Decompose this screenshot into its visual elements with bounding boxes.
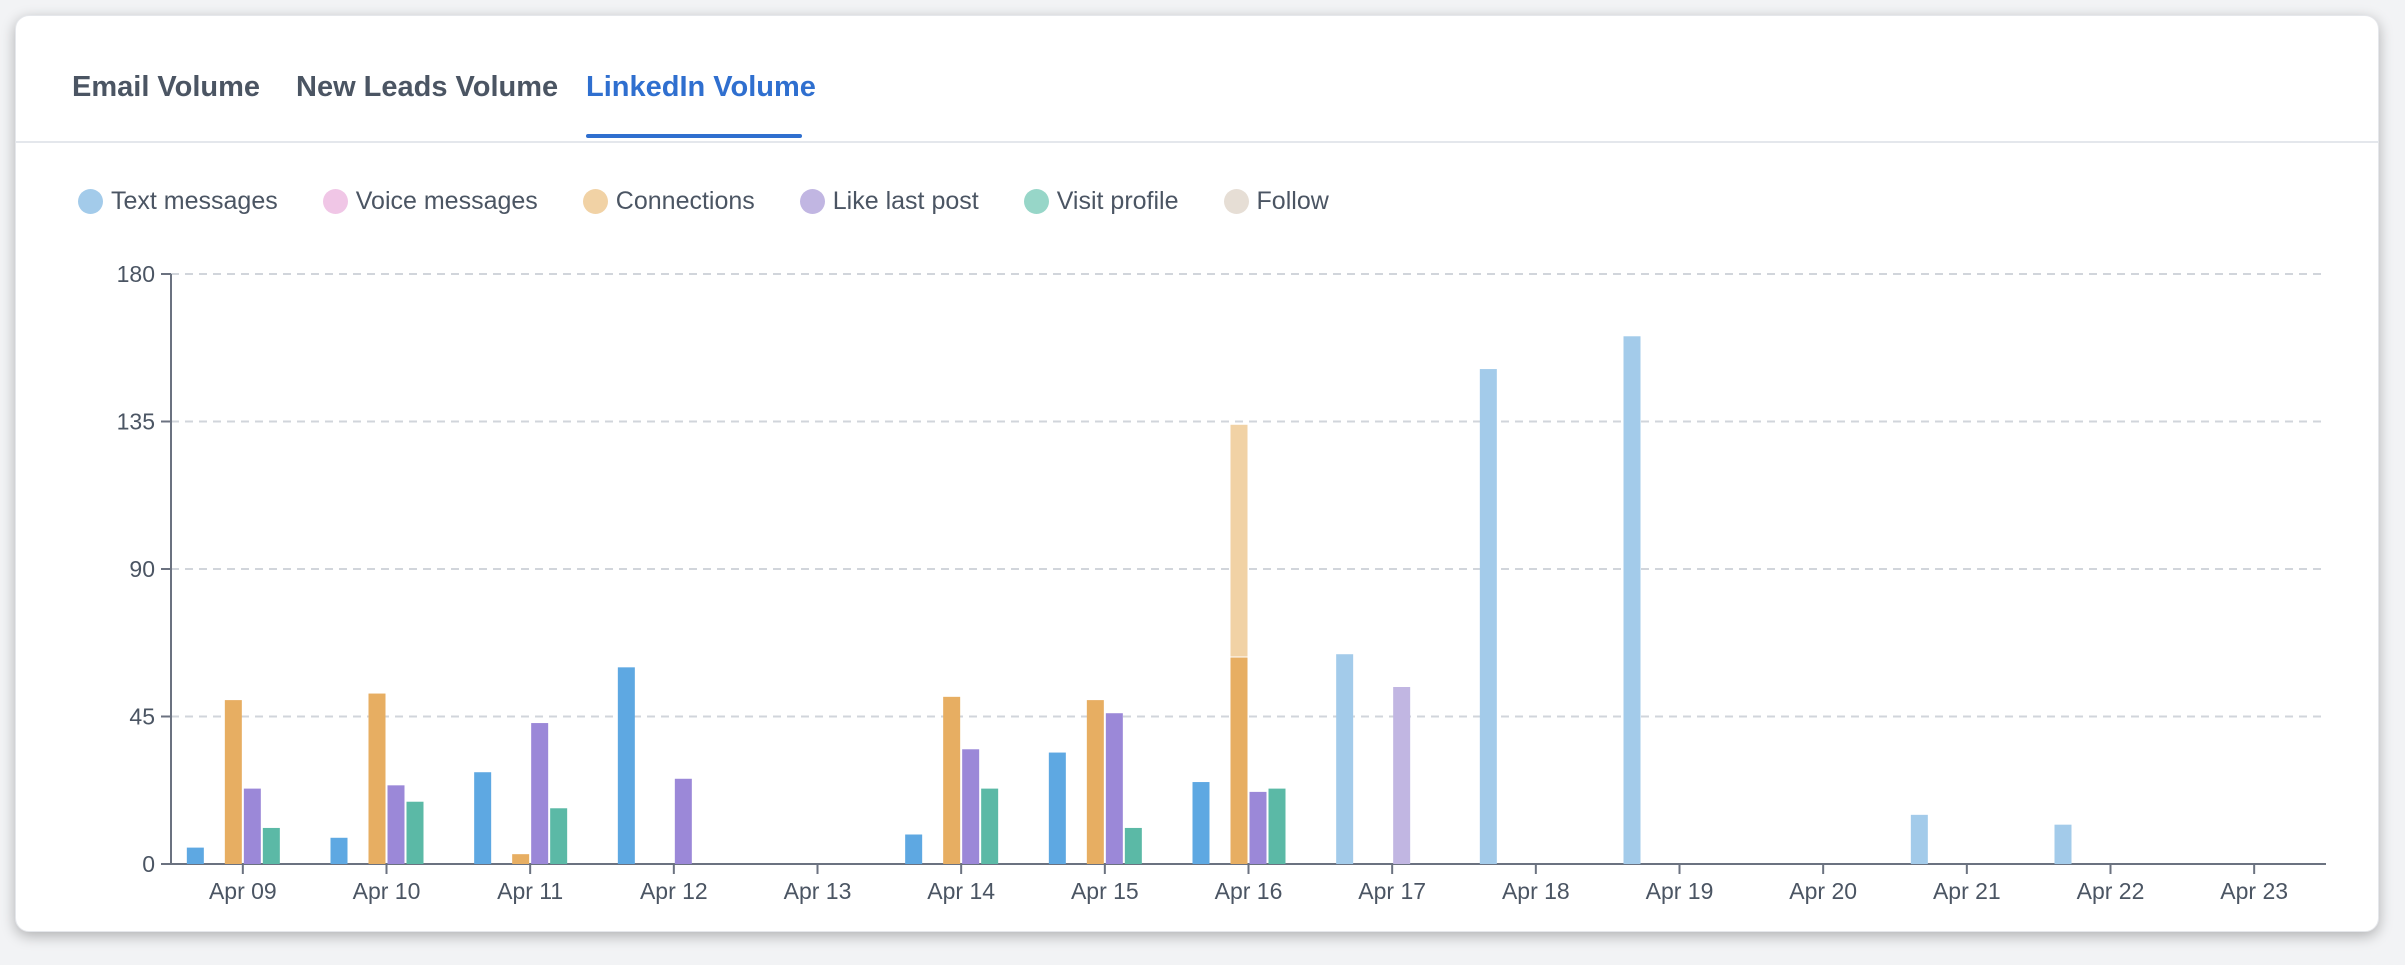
legend-swatch-visit-profile (1023, 188, 1049, 214)
bar-text-messages (905, 834, 923, 864)
bar-text-messages (1192, 782, 1210, 864)
x-tick-label: Apr 16 (1215, 878, 1283, 904)
bar-text-messages (330, 837, 348, 864)
tab-linkedin-volume[interactable]: LinkedIn Volume (586, 71, 816, 103)
x-tick-label: Apr 22 (2077, 878, 2145, 904)
y-tick-label: 180 (117, 261, 155, 287)
tab-new-leads-volume[interactable]: New Leads Volume (296, 71, 559, 103)
bar-like-last-post (243, 788, 261, 864)
y-tick-label: 0 (142, 851, 155, 877)
bar-like-last-post (1105, 713, 1123, 864)
bar-connections (512, 854, 530, 864)
bar-like-last-post (962, 749, 980, 864)
x-tick-label: Apr 18 (1502, 878, 1570, 904)
bar-like-last-post (387, 785, 405, 864)
legend-label: Voice messages (355, 186, 538, 215)
x-tick-label: Apr 23 (2220, 878, 2288, 904)
y-tick-label: 135 (117, 409, 155, 435)
linkedin-volume-card: Email Volume New Leads Volume LinkedIn V… (15, 15, 2379, 932)
bar-text-messages (1048, 752, 1066, 864)
bar-text-messages (2054, 824, 2072, 864)
x-tick-label: Apr 15 (1071, 878, 1139, 904)
bar-visit-profile (1124, 827, 1142, 864)
legend-swatch-voice-messages (322, 188, 348, 214)
bar-text-messages (186, 847, 204, 864)
bar-text-messages (617, 667, 635, 864)
x-tick-label: Apr 20 (1789, 878, 1857, 904)
bar-connections (224, 700, 242, 864)
x-tick-label: Apr 19 (1646, 878, 1714, 904)
bar-like-last-post (674, 778, 692, 864)
legend-label: Visit profile (1056, 186, 1179, 215)
bar-like-last-post (1249, 791, 1267, 864)
bar-visit-profile (981, 788, 999, 864)
x-tick-label: Apr 10 (353, 878, 421, 904)
active-tab-indicator (586, 134, 802, 138)
bar-stacked-segment (1230, 424, 1248, 657)
legend-swatch-connections (582, 188, 608, 214)
legend-item-text-messages[interactable]: Text messages (78, 187, 278, 216)
legend-swatch-follow (1223, 188, 1249, 214)
bar-connections (368, 693, 386, 864)
bar-connections (1086, 700, 1104, 864)
legend-item-voice-messages[interactable]: Voice messages (322, 186, 538, 216)
legend-label: Follow (1256, 186, 1329, 215)
chart-legend: Text messages Voice messages Connections… (78, 183, 1374, 219)
legend-item-visit-profile[interactable]: Visit profile (1023, 186, 1179, 216)
bar-visit-profile (550, 808, 568, 864)
x-tick-label: Apr 21 (1933, 878, 2001, 904)
bar-visit-profile (1268, 788, 1286, 864)
x-tick-label: Apr 11 (497, 878, 563, 904)
tab-bar: Email Volume New Leads Volume LinkedIn V… (16, 16, 2378, 143)
legend-label: Connections (615, 186, 755, 215)
x-tick-label: Apr 12 (640, 878, 708, 904)
legend-item-connections[interactable]: Connections (582, 186, 755, 216)
bar-text-messages (1479, 369, 1497, 864)
bar-text-messages (1336, 654, 1354, 864)
legend-item-follow[interactable]: Follow (1223, 186, 1329, 216)
bar-like-last-post (531, 723, 549, 864)
legend-swatch-like-last-post (799, 188, 825, 214)
x-tick-label: Apr 17 (1358, 878, 1426, 904)
x-tick-label: Apr 09 (209, 878, 277, 904)
x-tick-label: Apr 14 (927, 878, 995, 904)
bar-connections (1230, 657, 1248, 864)
bar-connections (943, 696, 961, 864)
bar-visit-profile (406, 801, 424, 864)
legend-label: Like last post (832, 186, 979, 215)
legend-swatch-text-messages (78, 188, 103, 214)
y-tick-label: 90 (129, 556, 155, 582)
bar-visit-profile (262, 827, 280, 864)
tab-email-volume[interactable]: Email Volume (72, 71, 261, 103)
y-tick-label: 45 (129, 704, 155, 730)
bar-like-last-post (1393, 687, 1411, 864)
x-tick-label: Apr 13 (784, 878, 852, 904)
bar-text-messages (1910, 814, 1928, 864)
legend-label: Text messages (111, 186, 278, 215)
bar-text-messages (474, 772, 492, 864)
bar-text-messages (1623, 336, 1641, 864)
legend-item-like-last-post[interactable]: Like last post (799, 186, 979, 216)
